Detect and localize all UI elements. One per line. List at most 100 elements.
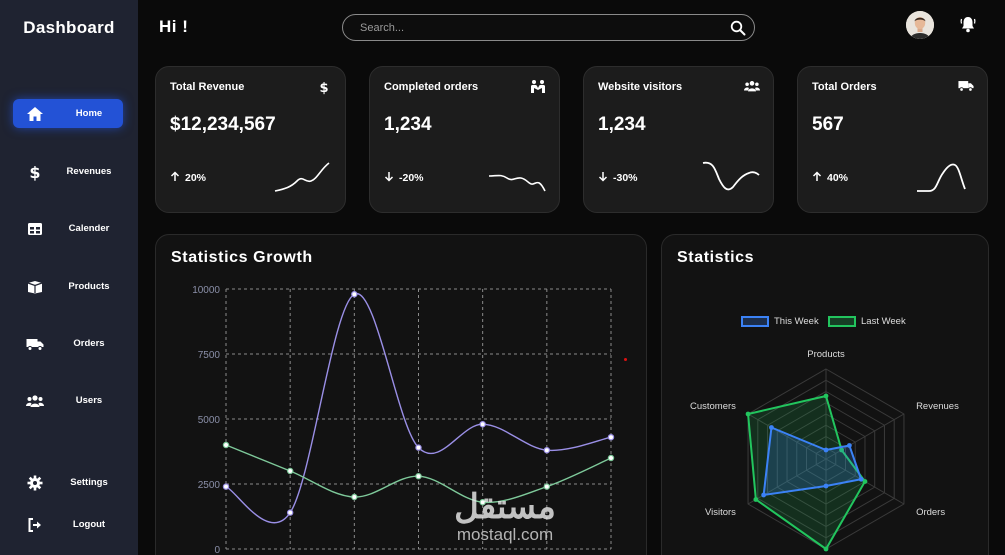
sidebar-item-users[interactable]: Users xyxy=(13,386,123,415)
sparkline xyxy=(917,163,966,192)
card-trend-value: 20% xyxy=(185,172,207,184)
card-trend-value: -30% xyxy=(613,172,638,184)
y-tick-label: 2500 xyxy=(198,480,221,491)
sidebar: Dashboard Home $ Revenues Calender Produ… xyxy=(0,0,138,555)
line-chart: 10000 7500 5000 2500 0 xyxy=(192,285,615,555)
radar-point xyxy=(839,447,844,453)
legend-label: This Week xyxy=(774,316,819,327)
sidebar-item-orders[interactable]: Orders xyxy=(13,329,123,358)
data-point xyxy=(222,483,230,490)
radar-spoke xyxy=(747,458,827,505)
sparkline-chart xyxy=(274,162,330,192)
card-value: $12,234,567 xyxy=(170,114,276,135)
data-point xyxy=(543,483,551,490)
data-point xyxy=(222,441,230,449)
arrow-up-icon xyxy=(812,171,822,185)
arrow-down-icon xyxy=(598,171,608,185)
marker-dot xyxy=(624,358,627,361)
dollar-icon: $ xyxy=(26,163,44,181)
legend-last-week[interactable]: Last Week xyxy=(828,316,906,327)
radar-point xyxy=(745,411,751,417)
sidebar-item-label: Settings xyxy=(70,477,108,488)
radar-axis-label: Revenues xyxy=(916,401,959,412)
users-icon xyxy=(744,79,760,95)
radar-spoke xyxy=(747,413,827,460)
sidebar-item-label: Revenues xyxy=(66,166,112,177)
data-point xyxy=(286,467,294,475)
bell-icon[interactable] xyxy=(959,15,977,33)
card-title: Completed orders xyxy=(384,81,479,93)
sidebar-item-products[interactable]: Products xyxy=(13,272,123,301)
legend-label: Last Week xyxy=(861,316,906,327)
data-point xyxy=(543,446,551,454)
y-tick-label: 7500 xyxy=(198,350,221,361)
legend-swatch xyxy=(828,316,856,327)
card-total-orders[interactable]: Total Orders 567 40% xyxy=(797,66,988,213)
card-trend-value: 40% xyxy=(827,172,849,184)
sidebar-item-label: Logout xyxy=(72,519,106,530)
radar-spoke xyxy=(825,413,905,460)
card-completed-orders[interactable]: Completed orders 1,234 -20% xyxy=(369,66,560,213)
legend-swatch xyxy=(741,316,769,327)
radar-point xyxy=(769,425,774,430)
search-bar xyxy=(342,14,755,41)
svg-text:$: $ xyxy=(29,163,40,181)
sidebar-item-label: Products xyxy=(68,281,110,292)
data-point xyxy=(415,472,422,480)
card-website-visitors[interactable]: Website visitors 1,234 -30% xyxy=(583,66,774,213)
card-total-revenue[interactable]: Total Revenue $ $12,234,567 20% xyxy=(155,66,346,213)
greeting-title: Hi ! xyxy=(159,17,189,36)
radar-point xyxy=(761,492,767,498)
gear-icon xyxy=(26,474,44,492)
y-tick-label: 10000 xyxy=(192,285,220,296)
data-point xyxy=(351,291,358,298)
radar-point xyxy=(858,476,864,482)
sparkline xyxy=(702,161,760,191)
radar-point xyxy=(753,497,759,502)
logout-icon xyxy=(26,516,44,534)
sparkline-chart xyxy=(702,161,760,191)
sparkline-chart xyxy=(488,174,546,192)
radar-point xyxy=(862,479,868,484)
sidebar-item-label: Calender xyxy=(68,223,110,234)
card-title: Total Orders xyxy=(812,81,877,93)
truck-icon xyxy=(958,79,974,95)
sidebar-item-logout[interactable]: Logout xyxy=(13,510,123,539)
sidebar-item-home[interactable]: Home xyxy=(13,99,123,128)
sidebar-item-settings[interactable]: Settings xyxy=(13,468,123,497)
arrow-down-icon xyxy=(384,171,394,185)
sidebar-item-label: Orders xyxy=(73,338,105,349)
radar-point xyxy=(823,393,829,399)
radar-axis-label: Orders xyxy=(916,507,945,518)
users-icon xyxy=(26,392,44,410)
data-point xyxy=(286,509,294,516)
card-trend: -20% xyxy=(384,171,424,185)
home-icon xyxy=(26,105,44,123)
radar-axis-label: Visitors xyxy=(705,507,736,518)
sidebar-item-calender[interactable]: Calender xyxy=(13,214,123,243)
legend-this-week[interactable]: This Week xyxy=(741,316,819,327)
sidebar-item-revenues[interactable]: $ Revenues xyxy=(13,157,123,186)
watermark: مستقل mostaql.com xyxy=(440,488,570,548)
radar-point xyxy=(823,483,829,489)
sparkline-chart xyxy=(917,163,966,192)
card-trend: -30% xyxy=(598,171,638,185)
radar-axis-label: Products xyxy=(807,349,845,360)
y-tick-label: 0 xyxy=(214,545,220,555)
avatar[interactable] xyxy=(906,11,934,39)
radar-axis-label: Customers xyxy=(690,401,736,412)
panel-statistics-growth: Statistics Growth xyxy=(155,234,647,555)
search-input[interactable] xyxy=(360,20,720,36)
card-trend: 20% xyxy=(170,171,206,185)
card-value: 1,234 xyxy=(598,114,646,135)
sidebar-item-label: Home xyxy=(75,108,103,119)
card-trend: 40% xyxy=(812,171,848,185)
calendar-icon xyxy=(26,220,44,238)
sparkline xyxy=(274,162,330,192)
search-icon[interactable] xyxy=(730,20,746,36)
card-value: 1,234 xyxy=(384,114,432,135)
truck-icon xyxy=(26,335,44,353)
data-point xyxy=(415,444,422,451)
data-point xyxy=(607,433,615,441)
card-trend-value: -20% xyxy=(399,172,424,184)
